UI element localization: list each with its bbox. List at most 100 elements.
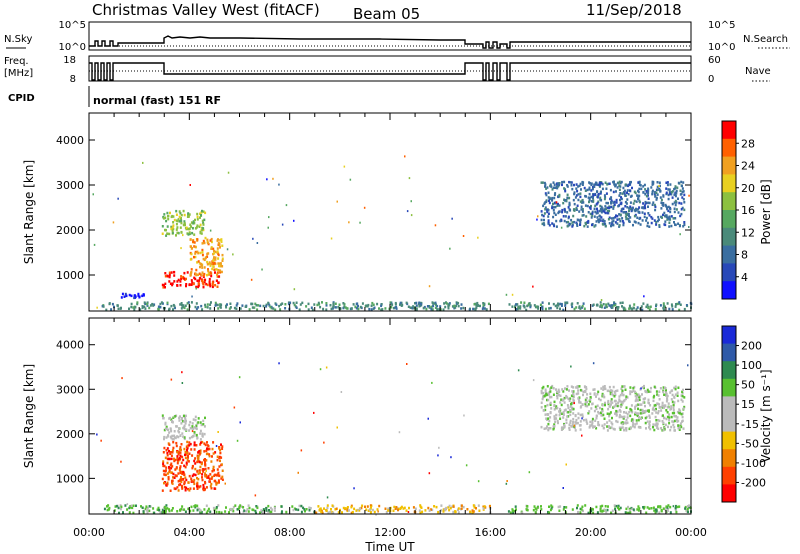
heatmap-cell [628,183,631,186]
heatmap-cell [220,303,223,306]
heatmap-cell [507,510,510,513]
heatmap-cell [166,472,169,475]
heatmap-cell [224,482,226,485]
heatmap-cell [603,387,606,390]
heatmap-cell [292,508,295,512]
heatmap-cell [571,305,574,309]
heatmap-cell [591,223,593,227]
heatmap-cell [649,305,652,308]
heatmap-cell [583,385,586,388]
heatmap-cell [655,407,657,411]
heatmap-cell [648,507,651,510]
heatmap-cell [669,391,672,394]
heatmap-cell [670,303,673,306]
heatmap-cell [257,304,260,307]
heatmap-cell [605,510,608,514]
heatmap-cell [614,508,617,511]
heatmap-cell [577,198,580,202]
heatmap-cell [577,218,580,222]
heatmap-cell [600,209,603,212]
heatmap-cell [672,407,675,410]
heatmap-cell [196,482,199,486]
heatmap-cell [350,505,353,509]
heatmap-cell [128,506,131,510]
heatmap-cell [141,506,144,509]
heatmap-cell [199,432,202,435]
heatmap-cell [668,218,671,221]
heatmap-cell [647,187,650,190]
heatmap-cell [548,427,551,430]
heatmap-cell [627,218,630,221]
heatmap-cell [317,301,320,305]
heatmap-cell [120,505,123,509]
heatmap-cell [437,454,439,457]
heatmap-cell [180,217,182,220]
heatmap-cell [593,207,596,211]
heatmap-cell [647,194,649,197]
heatmap-cell [548,307,551,310]
heatmap-cell [397,508,399,512]
heatmap-cell [196,261,199,264]
heatmap-cell [544,183,547,186]
heatmap-cell [196,279,199,282]
heatmap-cell [600,211,603,214]
heatmap-cell [267,504,270,508]
heatmap-cell [200,273,203,276]
heatmap-cell [548,392,551,395]
heatmap-cell [608,216,611,219]
heatmap-cell [107,504,110,507]
heatmap-cell [325,509,328,513]
heatmap-cell [589,424,592,427]
heatmap-cell [666,397,668,400]
heatmap-cell [628,507,631,511]
heatmap-cell [655,422,658,425]
heatmap-cell [163,428,166,432]
heatmap-cell [574,414,577,418]
heatmap-cell [540,391,543,395]
heatmap-cell [581,415,584,418]
heatmap-cell [472,504,475,507]
heatmap-cell [550,507,553,510]
heatmap-cell [544,206,547,209]
heatmap-cell [650,221,653,225]
heatmap-cell [581,304,584,308]
heatmap-cell [463,414,465,417]
heatmap-cell [170,378,173,381]
heatmap-cell [566,225,569,228]
heatmap-cell [536,305,538,308]
heatmap-cell [545,187,548,190]
heatmap-cell [355,307,358,310]
heatmap-cell [173,457,175,461]
heatmap-cell [565,418,568,421]
heatmap-cell [203,241,206,245]
heatmap-cell [266,178,268,181]
heatmap-cell [443,302,446,305]
heatmap-cell [566,184,569,187]
heatmap-cell [651,190,654,194]
heatmap-cell [614,412,616,415]
heatmap-cell [509,511,512,514]
heatmap-cell [119,307,122,310]
heatmap-cell [184,417,187,421]
heatmap-cell [189,273,192,276]
heatmap-cell [126,508,129,511]
heatmap-cell [184,416,186,419]
heatmap-cell [341,511,343,514]
heatmap-cell [174,474,177,477]
heatmap-cell [221,259,224,262]
heatmap-cell [181,432,184,435]
heatmap-cell [208,277,211,281]
heatmap-cell [196,470,199,473]
heatmap-cell [133,294,136,297]
heatmap-cell [614,303,617,307]
heatmap-cell [541,213,544,217]
heatmap-cell [171,451,174,454]
heatmap-cell [677,181,680,185]
heatmap-cell [616,222,619,225]
heatmap-cell [567,411,570,414]
heatmap-cell [649,427,652,431]
heatmap-cell [212,259,215,262]
heatmap-cell [575,392,578,396]
heatmap-cell [206,273,208,277]
